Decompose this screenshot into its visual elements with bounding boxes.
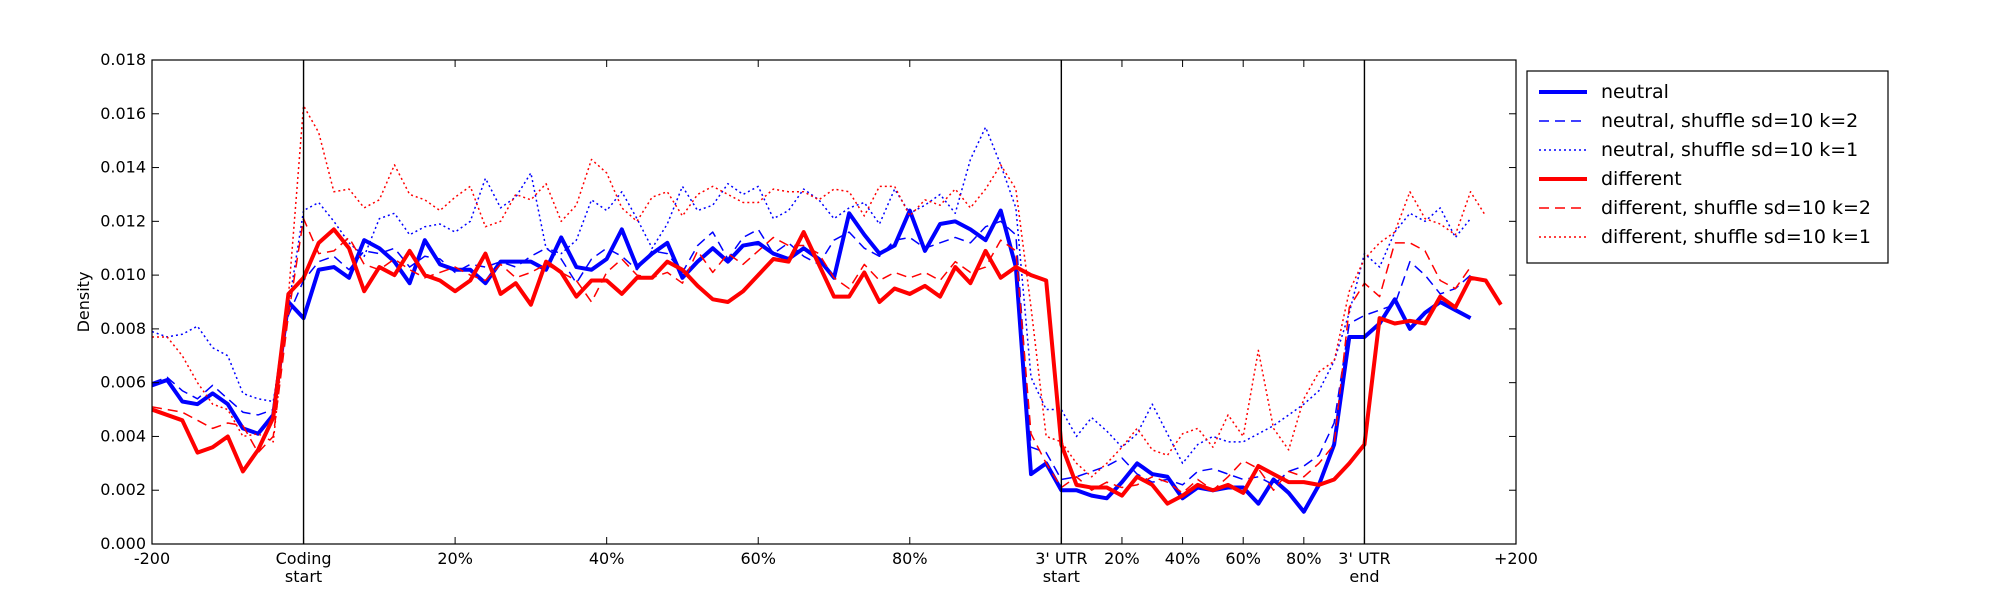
y-tick-label-1: 0.002 [100,480,146,499]
legend-label-3: different [1601,168,1682,190]
x-tick-label-4: 60% [740,549,776,568]
y-tick-label-3: 0.006 [100,373,146,392]
legend-label-2: neutral, shuffle sd=10 k=1 [1601,139,1858,161]
legend-label-5: different, shuffle sd=10 k=1 [1601,226,1871,248]
plot-lines [151,104,1503,514]
y-axis-label: Density [74,272,93,333]
legend-label-4: different, shuffle sd=10 k=2 [1601,197,1871,219]
plot-border [151,59,1517,545]
series-line-2 [151,126,1472,465]
y-tick-label-0: 0.000 [100,534,146,553]
x-tick-label-7: 20% [1104,549,1140,568]
y-tick-label-4: 0.008 [100,319,146,338]
y-tick-label-8: 0.016 [100,104,146,123]
y-axis: 0.000 0.002 0.004 0.006 0.008 0.010 0.012 0.014… [100,50,1516,553]
plot-frame [151,59,1517,545]
x-tick-label-6: 3' UTR start [1035,549,1087,586]
series-line-3 [151,227,1503,506]
x-tick-label-9: 60% [1225,549,1261,568]
series-line-0 [151,208,1472,514]
x-tick-label-3: 40% [589,549,625,568]
y-tick-label-7: 0.014 [100,158,146,177]
legend: neutral neutral, shuffle sd=10 k=2 neutral… [1526,70,1889,264]
x-tick-label-8: 40% [1165,549,1201,568]
x-tick-label-5: 80% [892,549,928,568]
y-tick-label-9: 0.018 [100,50,146,69]
series-line-1 [151,220,1472,486]
x-tick-label-12: +200 [1494,549,1538,568]
legend-label-1: neutral, shuffle sd=10 k=2 [1601,110,1858,132]
x-tick-label-0: -200 [134,549,170,568]
x-tick-label-2: 20% [437,549,473,568]
x-tick-label-10: 80% [1286,549,1322,568]
x-tick-label-11: 3' UTR end [1338,549,1390,586]
series-line-5 [152,104,1487,478]
y-tick-label-5: 0.010 [100,265,146,284]
x-axis: -200 Coding start 20% 40% 60% 80% 3' UTR start 20… [134,60,1538,586]
series-line-4 [151,217,1472,494]
x-tick-label-1: Coding start [276,549,332,586]
y-tick-label-2: 0.004 [100,426,146,445]
y-tick-label-6: 0.012 [100,211,146,230]
legend-label-0: neutral [1601,81,1669,103]
legend-box [1526,70,1889,264]
